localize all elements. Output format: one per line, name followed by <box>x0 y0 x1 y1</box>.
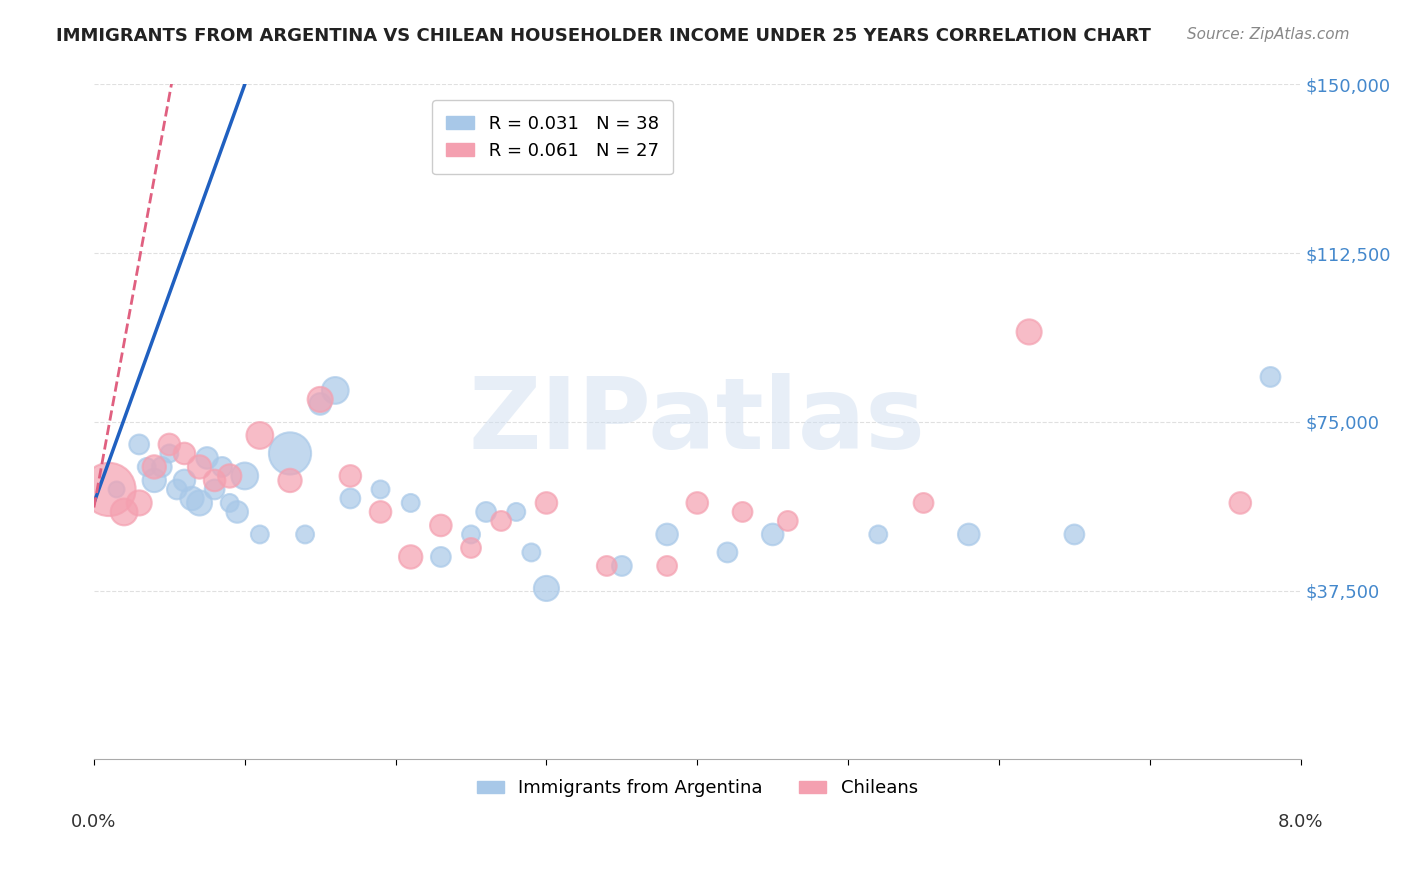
Point <box>249 428 271 442</box>
Point <box>294 527 316 541</box>
Point <box>655 527 678 541</box>
Point <box>278 446 301 460</box>
Point <box>204 474 226 488</box>
Point <box>536 582 558 596</box>
Point <box>157 437 180 451</box>
Point <box>309 392 332 407</box>
Point <box>143 474 166 488</box>
Point <box>776 514 799 528</box>
Point <box>195 450 218 465</box>
Point <box>505 505 527 519</box>
Point <box>211 459 233 474</box>
Point <box>1018 325 1040 339</box>
Point <box>655 558 678 573</box>
Point <box>1063 527 1085 541</box>
Point <box>188 496 211 510</box>
Point <box>150 459 173 474</box>
Point <box>489 514 512 528</box>
Point <box>762 527 785 541</box>
Point <box>218 496 240 510</box>
Text: IMMIGRANTS FROM ARGENTINA VS CHILEAN HOUSEHOLDER INCOME UNDER 25 YEARS CORRELATI: IMMIGRANTS FROM ARGENTINA VS CHILEAN HOU… <box>56 27 1152 45</box>
Point <box>226 505 249 519</box>
Point <box>143 459 166 474</box>
Text: 8.0%: 8.0% <box>1278 814 1323 831</box>
Point <box>233 469 256 483</box>
Point <box>218 469 240 483</box>
Point <box>309 397 332 411</box>
Point <box>460 527 482 541</box>
Point <box>173 474 195 488</box>
Point <box>1229 496 1251 510</box>
Point <box>323 384 346 398</box>
Point <box>249 527 271 541</box>
Point <box>596 558 619 573</box>
Point <box>460 541 482 555</box>
Text: 0.0%: 0.0% <box>72 814 117 831</box>
Point <box>166 483 188 497</box>
Point <box>128 496 150 510</box>
Point <box>105 483 128 497</box>
Point <box>278 474 301 488</box>
Point <box>716 545 738 559</box>
Point <box>475 505 498 519</box>
Point <box>173 446 195 460</box>
Legend: Immigrants from Argentina, Chileans: Immigrants from Argentina, Chileans <box>470 772 925 805</box>
Point <box>135 459 157 474</box>
Point <box>112 505 135 519</box>
Point <box>399 496 422 510</box>
Point <box>370 505 392 519</box>
Point <box>339 491 361 506</box>
Point <box>181 491 204 506</box>
Point <box>430 549 453 564</box>
Text: ZIPatlas: ZIPatlas <box>468 374 925 470</box>
Point <box>868 527 890 541</box>
Text: Source: ZipAtlas.com: Source: ZipAtlas.com <box>1187 27 1350 42</box>
Point <box>957 527 980 541</box>
Point <box>536 496 558 510</box>
Point <box>370 483 392 497</box>
Point <box>98 483 121 497</box>
Point <box>157 446 180 460</box>
Point <box>912 496 935 510</box>
Point <box>731 505 754 519</box>
Point <box>339 469 361 483</box>
Point <box>128 437 150 451</box>
Point <box>399 549 422 564</box>
Point <box>520 545 543 559</box>
Point <box>610 558 633 573</box>
Point <box>686 496 709 510</box>
Point <box>1260 370 1282 384</box>
Point <box>188 459 211 474</box>
Point <box>430 518 453 533</box>
Point <box>204 483 226 497</box>
